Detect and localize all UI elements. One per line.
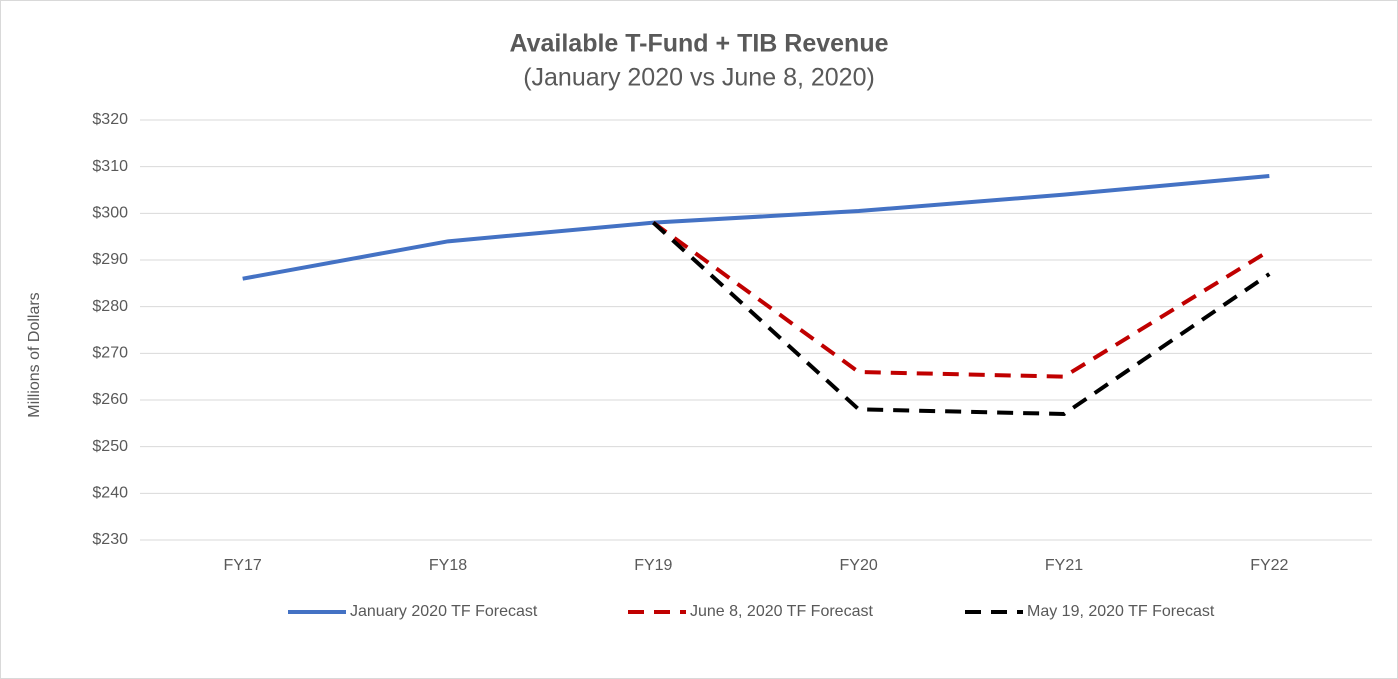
y-tick-label: $230 xyxy=(92,531,128,548)
y-tick-label: $320 xyxy=(92,111,128,128)
x-tick-label: FY17 xyxy=(224,557,262,574)
legend-label: June 8, 2020 TF Forecast xyxy=(690,603,873,620)
y-tick-label: $290 xyxy=(92,251,128,268)
chart-subtitle: (January 2020 vs June 8, 2020) xyxy=(523,64,875,92)
y-tick-label: $280 xyxy=(92,298,128,315)
series-line xyxy=(651,221,1271,417)
legend-label: January 2020 TF Forecast xyxy=(350,603,538,620)
y-tick-label: $250 xyxy=(92,438,128,455)
series-line xyxy=(652,221,1271,379)
x-tick-label: FY21 xyxy=(1045,557,1083,574)
y-tick-label: $270 xyxy=(92,345,128,362)
y-axis-label: Millions of Dollars xyxy=(26,292,43,417)
legend-label: May 19, 2020 TF Forecast xyxy=(1027,603,1215,620)
chart-title: Available T-Fund + TIB Revenue xyxy=(509,30,888,58)
y-tick-label: $240 xyxy=(92,485,128,502)
x-tick-label: FY22 xyxy=(1250,557,1288,574)
y-tick-label: $310 xyxy=(92,158,128,175)
series-line xyxy=(242,174,1270,281)
x-tick-label: FY19 xyxy=(634,557,672,574)
y-tick-label: $300 xyxy=(92,205,128,222)
x-tick-label: FY18 xyxy=(429,557,467,574)
y-tick-label: $260 xyxy=(92,391,128,408)
x-tick-label: FY20 xyxy=(840,557,878,574)
